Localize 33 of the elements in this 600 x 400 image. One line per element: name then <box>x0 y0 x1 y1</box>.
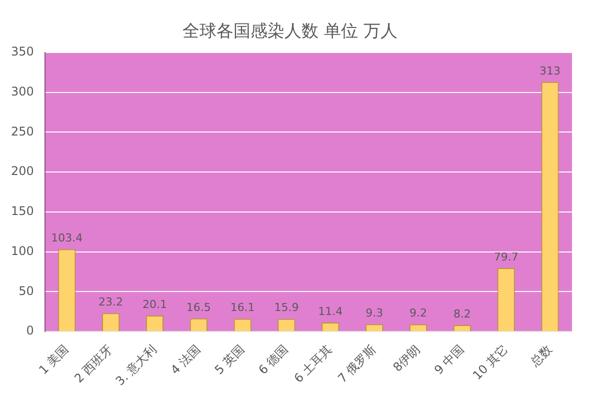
x-tick-label: 8伊朗 <box>390 342 423 374</box>
data-label: 15.9 <box>274 301 299 314</box>
y-tick-label: 150 <box>11 204 34 218</box>
y-tick-label: 100 <box>11 244 34 258</box>
y-tick-label: 350 <box>11 44 34 59</box>
y-tick-label: 0 <box>26 324 34 338</box>
data-label: 11.4 <box>318 304 343 318</box>
data-label: 313 <box>540 64 561 78</box>
x-tick-label: 9 中国 <box>432 342 467 378</box>
x-tick-label: 7 俄罗斯 <box>335 342 379 386</box>
data-label: 8.2 <box>453 307 471 320</box>
data-label: 79.7 <box>494 250 518 264</box>
data-label: 20.1 <box>142 298 167 311</box>
data-label: 16.1 <box>230 301 255 314</box>
y-tick-label: 50 <box>18 284 34 298</box>
x-tick-label: 总数 <box>526 342 554 370</box>
y-tick-label: 300 <box>11 84 34 98</box>
data-label: 9.3 <box>366 306 384 320</box>
x-tick-label: 6 土耳其 <box>291 342 335 386</box>
x-tick-label: 2 西班牙 <box>72 342 116 386</box>
x-tick-label: 4 法国 <box>168 342 203 378</box>
data-label: 23.2 <box>98 295 124 308</box>
y-tick-label: 250 <box>11 124 34 138</box>
y-tick-label: 200 <box>11 164 34 178</box>
data-label: 103.4 <box>51 231 83 244</box>
x-tick-label: 1 美国 <box>36 342 72 378</box>
x-tick-label: 3. 意大利 <box>112 342 160 388</box>
chart-title: 全球各国感染人数 单位 万人 <box>182 22 398 42</box>
data-label: 9.2 <box>410 306 428 320</box>
x-tick-label: 5 英国 <box>212 342 247 378</box>
x-tick-label: 10 其它 <box>470 342 510 382</box>
x-tick-label: 6 德国 <box>256 342 291 378</box>
data-label: 16.5 <box>186 300 211 314</box>
